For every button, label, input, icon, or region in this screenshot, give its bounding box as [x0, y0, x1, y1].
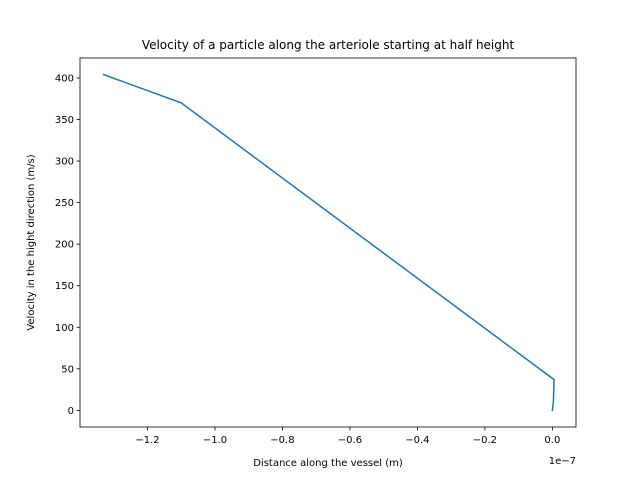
x-tick-label: 0.0 [544, 435, 560, 446]
plot-area [80, 58, 576, 427]
x-offset-text: 1e−7 [549, 456, 576, 467]
x-tick-label: −1.2 [135, 435, 159, 446]
x-tick-label: −0.8 [270, 435, 294, 446]
plot-frame [79, 57, 577, 428]
x-tick-label: −0.6 [338, 435, 362, 446]
y-tick-label: 250 [55, 198, 74, 209]
x-axis-label: Distance along the vessel (m) [253, 458, 403, 469]
x-tick-label: −0.2 [473, 435, 497, 446]
x-axis-ticks: −1.2 −1.0 −0.8 −0.6 −0.4 −0.2 0.0 [135, 427, 560, 446]
series-layer [102, 73, 555, 412]
y-tick-label: 350 [55, 115, 74, 126]
x-tick-label: −0.4 [405, 435, 429, 446]
y-tick-label: 50 [61, 364, 74, 375]
x-tick-label: −1.0 [203, 435, 227, 446]
y-tick-label: 150 [55, 281, 74, 292]
y-axis-ticks: 0 50 100 150 200 250 300 350 400 [55, 73, 80, 417]
y-tick-label: 200 [55, 240, 74, 251]
chart-title: Velocity of a particle along the arterio… [142, 38, 515, 52]
y-tick-label: 300 [55, 157, 74, 168]
y-tick-label: 100 [55, 323, 74, 334]
y-tick-label: 400 [55, 73, 74, 84]
y-tick-label: 0 [68, 406, 74, 417]
y-axis-label: Velocity in the hight direction (m/s) [26, 154, 37, 330]
series-line-velocity [102, 73, 555, 412]
